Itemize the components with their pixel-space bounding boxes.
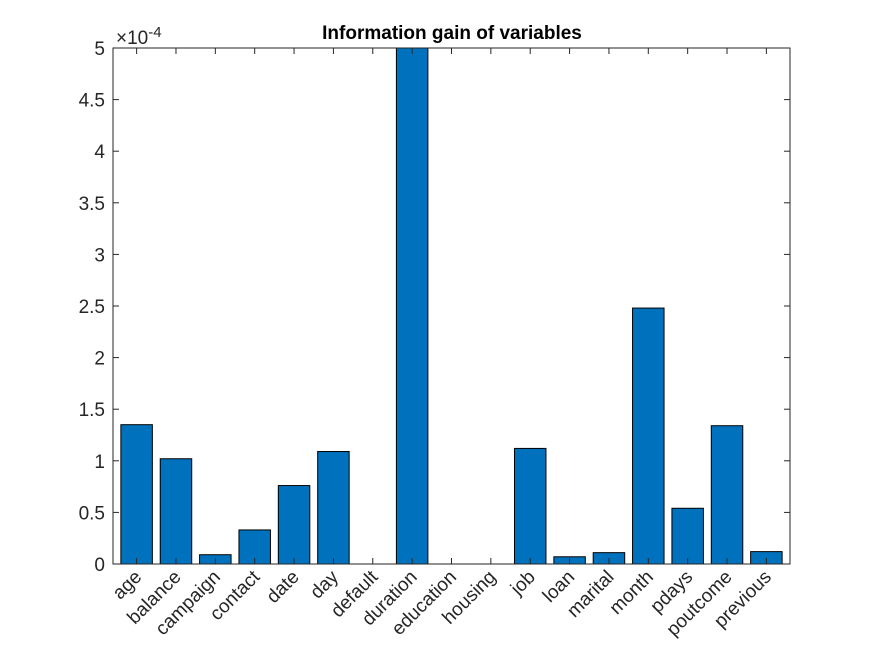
y-axis-ticks: 0 0.5 1 1.5 2 2.5 3 3.5 4 4.5 5 [79, 39, 790, 576]
svg-text:×10-4: ×10-4 [116, 24, 162, 49]
y-tick-label-5: 2.5 [79, 297, 105, 318]
y-tick-label-4: 2 [94, 349, 105, 370]
y-tick-label-6: 3 [94, 245, 105, 266]
exponent-base: ×10 [116, 28, 148, 49]
bar-pdays [671, 507, 704, 565]
x-tick-label-date: date [263, 567, 304, 608]
axes-box [112, 47, 791, 565]
y-tick-label-8: 4 [94, 142, 105, 163]
chart-title: Information gain of variables [322, 23, 582, 44]
bar-month [632, 307, 665, 565]
y-axis-exponent-label: ×10-4 [116, 24, 162, 49]
exponent-power: -4 [148, 24, 161, 41]
bar-contact [238, 529, 271, 565]
y-tick-label-10: 5 [94, 39, 105, 60]
bar-date [277, 485, 311, 565]
bar-balance [159, 458, 193, 565]
bar-poutcome [710, 425, 744, 565]
x-tick-label-month: month [606, 567, 658, 619]
bars-group [120, 47, 783, 565]
y-tick-label-7: 3.5 [79, 194, 105, 215]
bar-day [317, 451, 350, 565]
y-tick-label-2: 1 [94, 452, 105, 473]
y-tick-label-0: 0 [94, 555, 105, 576]
bar-job [513, 447, 547, 565]
y-tick-label-3: 1.5 [79, 400, 105, 421]
x-tick-label-job: job [506, 567, 539, 600]
bar-age [120, 424, 153, 565]
y-tick-label-1: 0.5 [79, 503, 105, 524]
y-tick-label-9: 4.5 [79, 91, 105, 112]
bar-duration [395, 47, 429, 565]
